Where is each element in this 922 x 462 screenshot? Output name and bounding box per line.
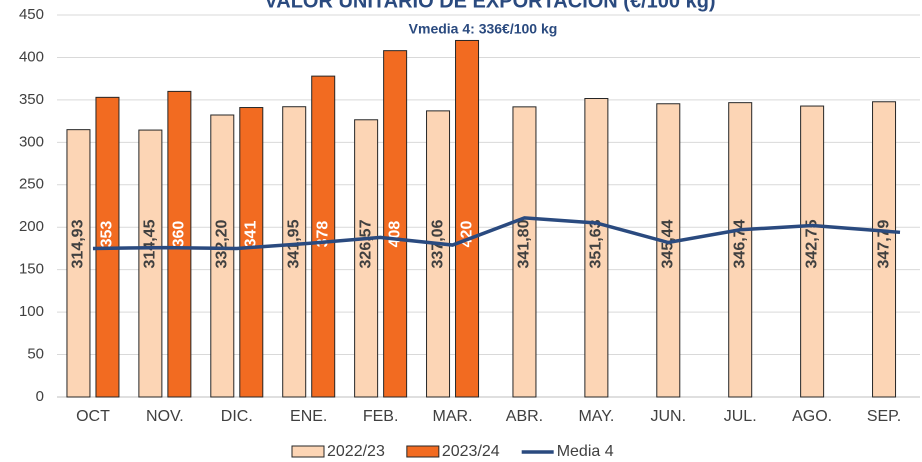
data-label: 360 xyxy=(171,221,188,248)
x-tick-label: MAR. xyxy=(433,408,473,425)
y-tick-label: 300 xyxy=(19,133,44,150)
data-label: 353 xyxy=(99,221,116,248)
bar xyxy=(872,101,897,398)
data-label: 351,63 xyxy=(588,219,605,268)
y-tick-label: 200 xyxy=(19,218,44,235)
bar xyxy=(656,103,681,398)
x-tick-label: OCT xyxy=(76,408,110,425)
data-label: 326,57 xyxy=(357,219,374,268)
legend-label: 2023/24 xyxy=(442,443,500,460)
y-tick-label: 450 xyxy=(19,6,44,23)
line xyxy=(92,216,901,251)
chart-title: VALOR UNITARIO DE EXPORTACIÓN (€/100 kg) xyxy=(264,0,715,12)
data-label: 314,45 xyxy=(142,219,159,268)
y-tick-label: 150 xyxy=(19,261,44,278)
x-tick-label: JUN. xyxy=(651,408,687,425)
y-tick-label: 400 xyxy=(19,48,44,65)
bar xyxy=(138,129,163,398)
x-tick-label: NOV. xyxy=(146,408,184,425)
data-label: 347,79 xyxy=(875,219,892,268)
bar xyxy=(383,50,408,398)
bar xyxy=(239,107,264,398)
bar xyxy=(210,114,235,398)
x-tick-label: AGO. xyxy=(792,408,832,425)
bar xyxy=(66,129,91,398)
x-tick-label: JUL. xyxy=(724,408,757,425)
data-label: 341,80 xyxy=(516,219,533,268)
data-label: 342,75 xyxy=(803,219,820,268)
x-tick-label: ABR. xyxy=(506,408,543,425)
bar xyxy=(426,110,451,398)
legend-swatch xyxy=(291,445,325,458)
y-tick-label: 0 xyxy=(36,388,44,405)
bar xyxy=(584,98,609,398)
data-label: 332,20 xyxy=(214,219,231,268)
y-tick-label: 350 xyxy=(19,91,44,108)
bar xyxy=(512,106,537,398)
data-label: 341 xyxy=(243,221,260,248)
x-tick-label: MAY. xyxy=(578,408,614,425)
annotation: Vmedia 4: 336€/100 kg xyxy=(409,21,558,37)
legend-label: Media 4 xyxy=(557,443,614,460)
bar xyxy=(167,90,192,398)
y-tick-label: 100 xyxy=(19,303,44,320)
bar xyxy=(282,106,307,398)
legend-label: 2022/23 xyxy=(327,443,385,460)
data-label: 408 xyxy=(386,221,403,248)
bar xyxy=(311,75,336,398)
y-tick-label: 250 xyxy=(19,176,44,193)
x-tick-label: ENE. xyxy=(290,408,327,425)
x-tick-label: FEB. xyxy=(363,408,399,425)
legend-swatch xyxy=(406,445,440,458)
x-tick-label: SEP. xyxy=(867,408,901,425)
bar xyxy=(800,105,825,398)
data-label: 314,93 xyxy=(70,219,87,268)
data-label: 346,74 xyxy=(731,219,748,268)
bar xyxy=(354,119,379,398)
y-tick-label: 50 xyxy=(27,346,44,363)
x-tick-label: DIC. xyxy=(221,408,253,425)
bar xyxy=(728,102,753,398)
bar xyxy=(455,39,480,398)
legend: 2022/23 2023/24 Media 4 xyxy=(291,443,614,460)
